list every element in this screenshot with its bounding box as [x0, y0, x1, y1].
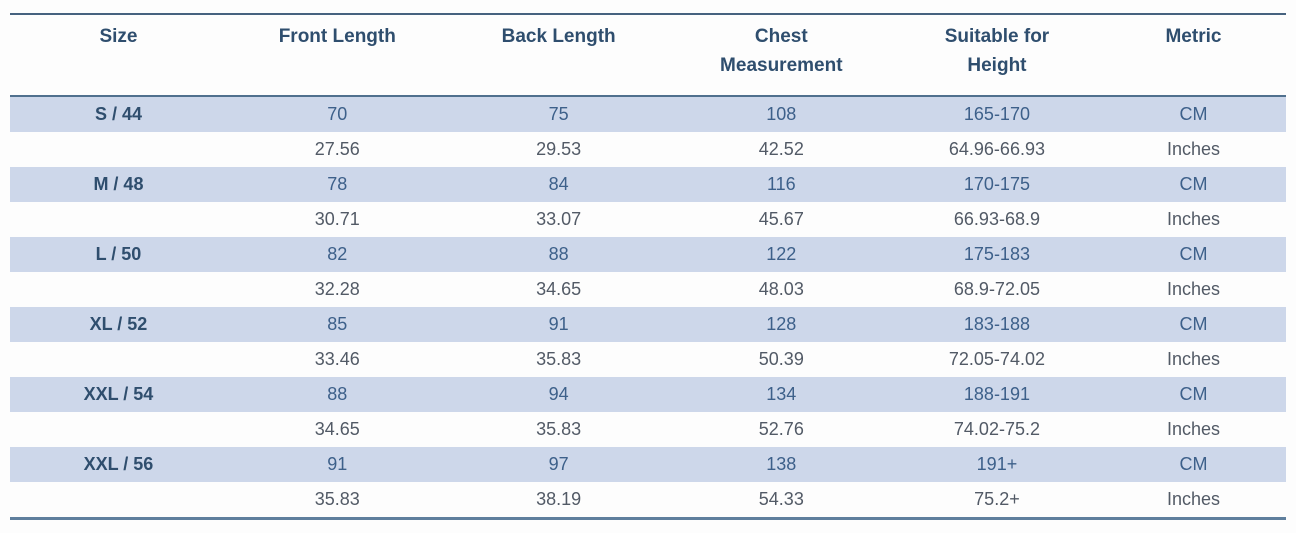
value-cell: 134 [669, 377, 893, 412]
value-cell: CM [1100, 167, 1286, 202]
value-cell: 88 [226, 377, 448, 412]
value-cell: 74.02-75.2 [953, 419, 1040, 439]
size-label-cell [10, 342, 227, 377]
value-cell: Inches [1166, 279, 1220, 299]
value-cell: 183-188 [892, 307, 1101, 342]
value-cell: 84 [447, 167, 670, 202]
value-cell: 33.07 [536, 209, 582, 229]
value-cell: 72.05-74.02 [948, 349, 1045, 369]
value-cell: Inches [1166, 349, 1220, 369]
value-cell: 38.19 [536, 489, 582, 509]
value-cell: 45.67 [758, 209, 804, 229]
size-label-cell: XXL / 56 [10, 447, 227, 482]
table-row-cm: S / 44 70 75 108 165-170 CM [10, 96, 1286, 132]
size-label-cell [10, 132, 227, 167]
table-row-cm: M / 48 78 84 116 170-175 CM [10, 167, 1286, 202]
value-cell: 82 [226, 237, 448, 272]
value-cell: 66.93-68.9 [953, 209, 1040, 229]
value-cell: CM [1100, 96, 1286, 132]
value-cell: 97 [447, 447, 670, 482]
value-cell: 35.83 [536, 419, 582, 439]
value-cell: 34.65 [314, 419, 360, 439]
value-cell: Inches [1166, 209, 1220, 229]
value-cell: 91 [447, 307, 670, 342]
table-row-inches: 33.46 35.83 50.39 72.05-74.02 Inches [10, 342, 1286, 377]
column-header: Back Length [501, 26, 616, 47]
table-row-inches: 35.83 38.19 54.33 75.2+ Inches [10, 482, 1286, 519]
size-label-cell [10, 482, 227, 519]
value-cell: 42.52 [758, 139, 804, 159]
value-cell: 35.83 [536, 349, 582, 369]
size-label-cell: M / 48 [10, 167, 227, 202]
value-cell: 68.9-72.05 [953, 279, 1040, 299]
value-cell: 108 [669, 96, 893, 132]
value-cell: 48.03 [758, 279, 804, 299]
value-cell: 94 [447, 377, 670, 412]
value-cell: Inches [1166, 419, 1220, 439]
value-cell: CM [1100, 377, 1286, 412]
table-row-inches: 30.71 33.07 45.67 66.93-68.9 Inches [10, 202, 1286, 237]
column-header: Front Length [278, 26, 396, 47]
table-row-inches: 27.56 29.53 42.52 64.96-66.93 Inches [10, 132, 1286, 167]
value-cell: CM [1100, 237, 1286, 272]
value-cell: 91 [226, 447, 448, 482]
value-cell: 78 [226, 167, 448, 202]
size-label-cell [10, 202, 227, 237]
value-cell: 175-183 [892, 237, 1101, 272]
table-row-cm: XXL / 54 88 94 134 188-191 CM [10, 377, 1286, 412]
value-cell: 54.33 [758, 489, 804, 509]
table-row-cm: L / 50 82 88 122 175-183 CM [10, 237, 1286, 272]
value-cell: 138 [669, 447, 893, 482]
value-cell: 70 [226, 96, 448, 132]
value-cell: 50.39 [758, 349, 804, 369]
value-cell: CM [1100, 447, 1286, 482]
value-cell: 128 [669, 307, 893, 342]
value-cell: 116 [669, 167, 893, 202]
column-header: Chest Measurement [720, 26, 843, 77]
value-cell: 188-191 [892, 377, 1101, 412]
size-label-cell: L / 50 [10, 237, 227, 272]
value-cell: 34.65 [536, 279, 582, 299]
value-cell: 75.2+ [974, 489, 1020, 509]
value-cell: 170-175 [892, 167, 1101, 202]
value-cell: 165-170 [892, 96, 1101, 132]
value-cell: 33.46 [314, 349, 360, 369]
value-cell: 75 [447, 96, 670, 132]
column-header: Size [99, 26, 138, 47]
column-header: Suitable for Height [944, 26, 1050, 77]
table-row-inches: 32.28 34.65 48.03 68.9-72.05 Inches [10, 272, 1286, 307]
value-cell: 191+ [892, 447, 1101, 482]
size-label-cell: XXL / 54 [10, 377, 227, 412]
value-cell: 27.56 [314, 139, 360, 159]
size-label-cell [10, 272, 227, 307]
table-header-row: Size Front Length Back Length Chest Measure… [10, 14, 1286, 96]
size-chart-table: Size Front Length Back Length Chest Measure… [10, 13, 1286, 520]
value-cell: 35.83 [314, 489, 360, 509]
value-cell: Inches [1166, 489, 1220, 509]
value-cell: 85 [226, 307, 448, 342]
value-cell: Inches [1166, 139, 1220, 159]
value-cell: 88 [447, 237, 670, 272]
value-cell: 30.71 [314, 209, 360, 229]
column-header: Metric [1165, 26, 1222, 47]
table-row-inches: 34.65 35.83 52.76 74.02-75.2 Inches [10, 412, 1286, 447]
size-label-cell [10, 412, 227, 447]
value-cell: 29.53 [536, 139, 582, 159]
size-label-cell: S / 44 [10, 96, 227, 132]
value-cell: 52.76 [758, 419, 804, 439]
table-row-cm: XXL / 56 91 97 138 191+ CM [10, 447, 1286, 482]
table-row-cm: XL / 52 85 91 128 183-188 CM [10, 307, 1286, 342]
value-cell: 122 [669, 237, 893, 272]
size-label-cell: XL / 52 [10, 307, 227, 342]
value-cell: 32.28 [314, 279, 360, 299]
value-cell: 64.96-66.93 [948, 139, 1045, 159]
value-cell: CM [1100, 307, 1286, 342]
